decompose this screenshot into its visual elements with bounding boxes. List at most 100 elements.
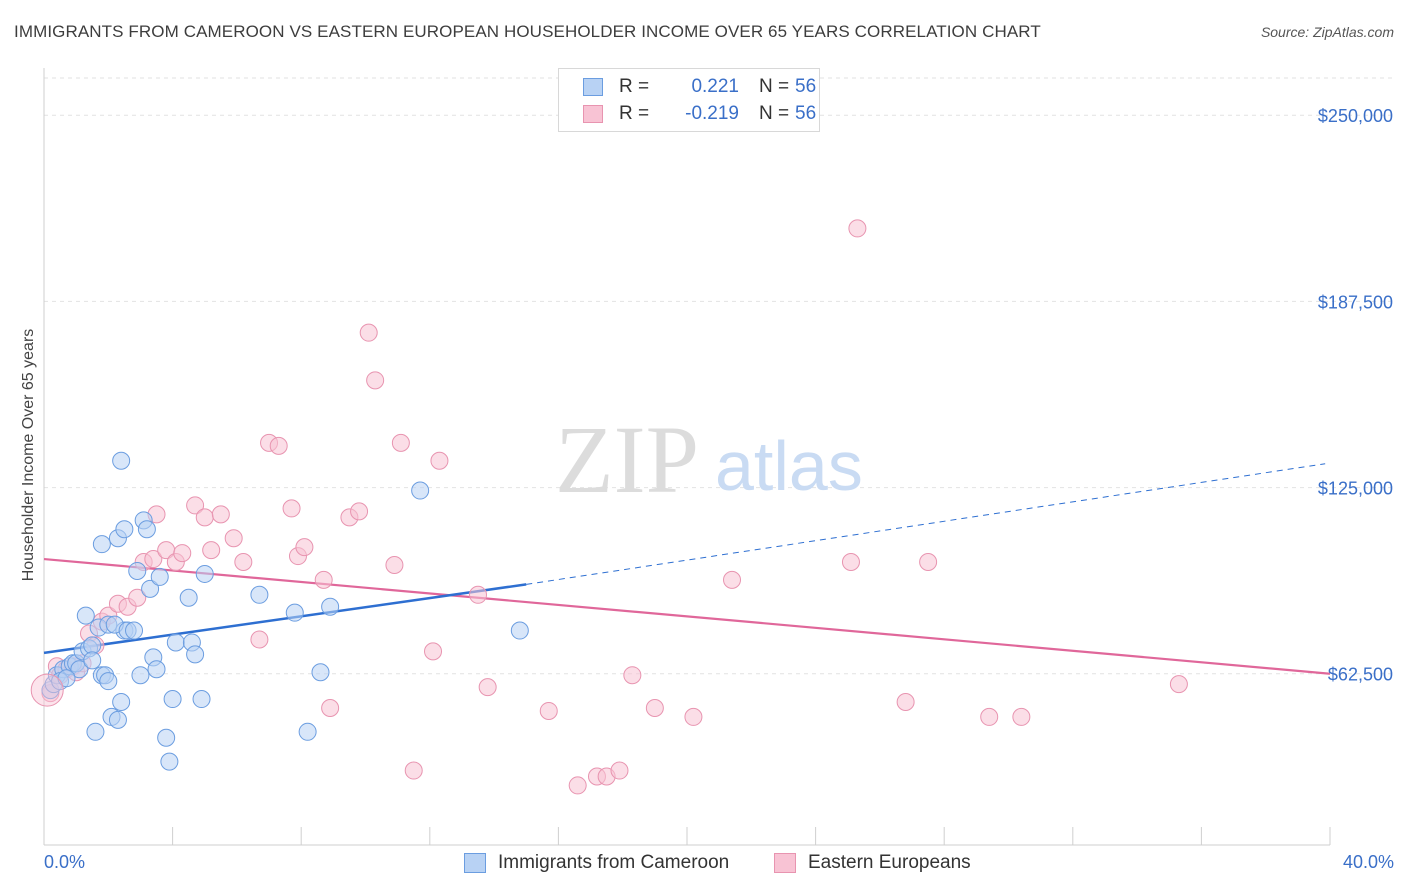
y-tick-label-3: $250,000 [1318, 106, 1393, 126]
n-label: N = [759, 103, 790, 124]
point-eastern-europeans-57 [919, 553, 938, 572]
point-eastern-europeans-40 [404, 761, 423, 780]
point-cameroon-25 [112, 451, 131, 470]
r-label: R = [619, 76, 650, 97]
point-cameroon-47 [298, 722, 317, 741]
point-eastern-europeans-23 [211, 505, 230, 524]
point-cameroon-49 [321, 597, 340, 616]
point-eastern-europeans-25 [234, 553, 253, 572]
point-eastern-europeans-35 [350, 502, 369, 521]
point-eastern-europeans-24 [224, 529, 243, 548]
axes [43, 68, 1331, 846]
point-cameroon-46 [285, 603, 304, 622]
legend-item-eastern-europeans[interactable]: Eastern Europeans [774, 852, 971, 874]
point-eastern-europeans-49 [610, 761, 629, 780]
r-value-cameroon: 0.221 [691, 76, 739, 97]
x-axis-min-label: 0.0% [44, 852, 86, 872]
legend-item-cameroon[interactable]: Immigrants from Cameroon [464, 852, 729, 874]
y-tick-labels: $62,500 $125,000 $187,500 $250,000 [1318, 106, 1393, 684]
point-cluster-origin [30, 673, 64, 707]
point-cameroon-40 [179, 588, 198, 607]
y-tick-label-0: $62,500 [1328, 665, 1393, 685]
point-eastern-europeans-54 [841, 553, 860, 572]
y-tick-label-1: $125,000 [1318, 479, 1393, 499]
point-cameroon-19 [108, 710, 127, 729]
trendlines [43, 463, 1331, 675]
gridlines [44, 77, 1395, 675]
point-cameroon-48 [311, 663, 330, 682]
point-eastern-europeans-50 [623, 666, 642, 685]
point-cameroon-39 [166, 633, 185, 652]
point-eastern-europeans-20 [186, 496, 205, 515]
point-eastern-europeans-13 [128, 588, 147, 607]
point-eastern-europeans-26 [250, 630, 269, 649]
point-eastern-europeans-53 [723, 570, 742, 589]
point-cameroon-29 [128, 561, 147, 580]
point-eastern-europeans-38 [385, 556, 404, 575]
point-cameroon-53 [83, 651, 102, 670]
point-cameroon-20 [112, 693, 131, 712]
point-eastern-europeans-39 [391, 433, 410, 452]
point-eastern-europeans-22 [202, 541, 221, 560]
legend: Immigrants from Cameroon Eastern Europea… [0, 852, 1406, 876]
r-label: R = [619, 103, 650, 124]
point-eastern-europeans-60 [1169, 675, 1188, 694]
point-eastern-europeans-31 [295, 538, 314, 557]
point-cameroon-22 [92, 535, 111, 554]
data-points [30, 219, 1188, 795]
point-eastern-europeans-56 [896, 693, 915, 712]
watermark-zip: ZIP [555, 406, 699, 513]
point-cameroon-45 [250, 585, 269, 604]
legend-label-eastern-europeans: Eastern Europeans [808, 852, 971, 873]
point-eastern-europeans-29 [282, 499, 301, 518]
point-cameroon-31 [137, 520, 156, 539]
point-eastern-europeans-37 [366, 371, 385, 390]
point-eastern-europeans-42 [430, 451, 449, 470]
x-axis-max-label: 40.0% [1342, 852, 1394, 872]
point-cameroon-10 [70, 660, 89, 679]
point-eastern-europeans-45 [539, 701, 558, 720]
point-cameroon-32 [141, 579, 160, 598]
chart-title: IMMIGRANTS FROM CAMEROON VS EASTERN EURO… [14, 22, 1041, 41]
point-cameroon-26 [115, 520, 134, 539]
point-eastern-europeans-55 [848, 219, 867, 238]
point-cameroon-11 [76, 606, 95, 625]
point-eastern-europeans-46 [568, 776, 587, 795]
point-cameroon-52 [131, 666, 150, 685]
point-cameroon-43 [192, 690, 211, 709]
legend-swatch-cameroon [464, 853, 486, 873]
point-eastern-europeans-19 [173, 544, 192, 563]
n-value-cameroon: 56 [795, 76, 817, 97]
n-label: N = [759, 76, 790, 97]
point-cameroon-38 [163, 690, 182, 709]
point-cameroon-28 [125, 621, 144, 640]
trendline-cameroon-projection [526, 463, 1326, 585]
point-eastern-europeans-28 [269, 436, 288, 455]
point-eastern-europeans-58 [980, 707, 999, 726]
point-eastern-europeans-33 [321, 698, 340, 717]
trendline-cameroon [43, 583, 527, 655]
point-cameroon-42 [186, 645, 205, 664]
legend-label-cameroon: Immigrants from Cameroon [498, 852, 730, 873]
point-cameroon-50 [411, 481, 430, 500]
source-credit: Source: ZipAtlas.com [1260, 24, 1394, 40]
point-eastern-europeans-15 [144, 550, 163, 569]
watermark-atlas: atlas [715, 427, 863, 505]
trendline-eastern-europeans [43, 557, 1331, 675]
n-value-eastern-europeans: 56 [795, 103, 817, 124]
point-eastern-europeans-59 [1012, 707, 1031, 726]
point-eastern-europeans-21 [195, 508, 214, 527]
point-cameroon-51 [510, 621, 529, 640]
legend-swatch-eastern-europeans [774, 853, 796, 873]
point-cameroon-55 [99, 672, 118, 691]
cameroon-swatch [583, 78, 603, 96]
point-cameroon-36 [157, 728, 176, 747]
point-eastern-europeans-43 [469, 585, 488, 604]
y-tick-label-2: $187,500 [1318, 292, 1393, 312]
point-eastern-europeans-44 [478, 678, 497, 697]
point-eastern-europeans-51 [645, 698, 664, 717]
point-eastern-europeans-41 [424, 642, 443, 661]
r-value-eastern-europeans: -0.219 [685, 103, 739, 124]
point-eastern-europeans-36 [359, 323, 378, 342]
